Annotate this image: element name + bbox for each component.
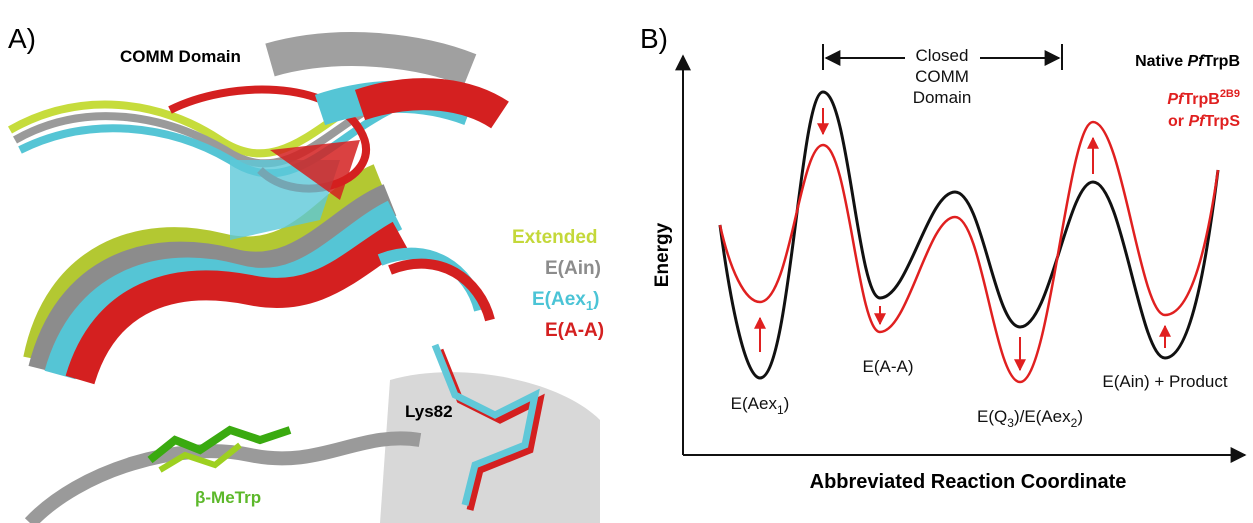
state-label: E(Ain) + Product bbox=[1102, 372, 1227, 391]
text-part: Pf bbox=[1188, 53, 1206, 70]
energy-curve-native bbox=[718, 90, 1220, 380]
ligand-stick bbox=[431, 343, 540, 506]
legend-entry: E(Aex1) bbox=[532, 289, 599, 313]
legend-native: Native PfTrpB bbox=[1135, 53, 1240, 70]
subscript: 1 bbox=[586, 298, 593, 313]
text-part: Native bbox=[1135, 53, 1187, 70]
legend-variant: PfTrpB2B9 bbox=[1167, 88, 1240, 108]
text-part: Pf bbox=[1188, 113, 1206, 130]
helix bbox=[354, 78, 509, 129]
panel-letter: A) bbox=[8, 23, 36, 54]
subscript: 1 bbox=[777, 403, 784, 417]
shift-arrows bbox=[754, 108, 1171, 372]
state-label: E(A-A) bbox=[863, 357, 914, 376]
text-part: ) bbox=[593, 289, 599, 310]
loop bbox=[388, 258, 495, 322]
x-axis-title: Abbreviated Reaction Coordinate bbox=[810, 471, 1127, 493]
subscript: 3 bbox=[1007, 416, 1014, 430]
ribbon bbox=[24, 431, 422, 523]
energy-curve-variant bbox=[718, 120, 1220, 384]
text-part: Pf bbox=[1167, 91, 1185, 108]
domain-title: COMM Domain bbox=[120, 47, 241, 66]
legend-variant: or PfTrpS bbox=[1168, 113, 1240, 130]
background-ribbon bbox=[380, 372, 600, 523]
y-axis-title: Energy bbox=[652, 222, 673, 287]
legend-entry: E(Ain) bbox=[545, 258, 601, 279]
bracket-label: Domain bbox=[913, 88, 972, 107]
sheet bbox=[270, 140, 360, 200]
subscript: 2 bbox=[1071, 416, 1078, 430]
bracket-label: Closed bbox=[916, 46, 969, 65]
panel-letter: B) bbox=[640, 23, 668, 54]
text-part: TrpB bbox=[1204, 53, 1240, 70]
ligand-stick bbox=[147, 425, 292, 464]
protein-structure bbox=[8, 32, 600, 523]
helix bbox=[265, 32, 477, 86]
ligand-stick bbox=[158, 442, 242, 473]
text-part: )/E(Aex bbox=[1014, 407, 1071, 426]
legend-entry: Extended bbox=[512, 227, 598, 248]
ribbon bbox=[65, 221, 408, 385]
bracket-label: COMM bbox=[915, 67, 969, 86]
legend-entry: E(A-A) bbox=[545, 320, 604, 341]
text-part: TrpS bbox=[1204, 113, 1240, 130]
text-part: E(Aex bbox=[731, 394, 778, 413]
state-label: E(Aex1) bbox=[731, 394, 790, 417]
text-part: ) bbox=[1077, 407, 1083, 426]
text-part: or bbox=[1168, 113, 1188, 130]
text-part: ) bbox=[784, 394, 790, 413]
residue-label: Lys82 bbox=[405, 402, 453, 421]
superscript: 2B9 bbox=[1220, 88, 1240, 100]
state-label: E(Q3)/E(Aex2) bbox=[977, 407, 1083, 430]
loop bbox=[13, 96, 387, 168]
text-part: E(Q bbox=[977, 407, 1007, 426]
ligand-label: β-MeTrp bbox=[195, 488, 261, 507]
text-part: E(Aex bbox=[532, 289, 586, 310]
text-part: TrpB bbox=[1183, 91, 1219, 108]
